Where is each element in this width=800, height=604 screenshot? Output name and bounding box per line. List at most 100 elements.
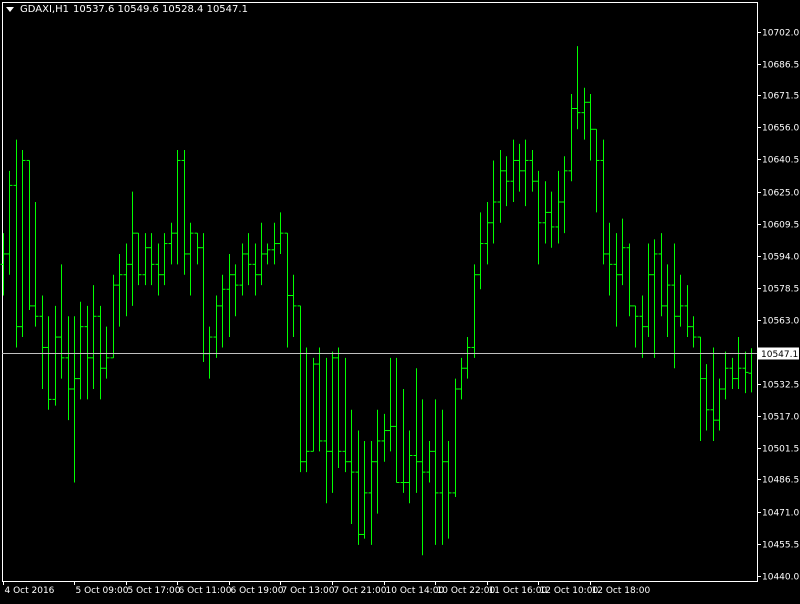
ohlc-bar bbox=[290, 274, 297, 338]
ohlc-bar bbox=[587, 93, 594, 161]
ohlc-bar bbox=[426, 440, 433, 483]
ohlc-bar bbox=[413, 368, 420, 493]
ohlc-bar bbox=[600, 139, 607, 265]
ohlc-bar bbox=[503, 156, 510, 207]
x-tick-label: 7 Oct 21:00 bbox=[334, 586, 387, 596]
ohlc-bar bbox=[245, 233, 252, 286]
price-axis[interactable]: 10702.0 10686.5 10671.5 10656.0 10640.5 10625… bbox=[757, 29, 799, 583]
ohlc-bar bbox=[284, 232, 291, 348]
ohlc-bar bbox=[542, 181, 549, 244]
x-tick-label: 12 Oct 10:00 bbox=[540, 586, 599, 596]
time-axis[interactable]: 4 Oct 2016 5 Oct 09:00 5 Oct 17:006 Oct 11… bbox=[3, 581, 651, 596]
ohlc-bar bbox=[142, 233, 149, 286]
ohlc-bar bbox=[239, 243, 246, 296]
ohlc-bar bbox=[477, 212, 484, 290]
ohlc-bar bbox=[219, 274, 226, 348]
y-tick-label: 10640.5 bbox=[762, 156, 799, 166]
x-tick-label: 5 Oct 17:00 bbox=[128, 586, 181, 596]
y-tick-label: 10455.5 bbox=[762, 541, 799, 551]
ohlc-bar bbox=[555, 170, 562, 244]
ohlc-bar bbox=[13, 139, 20, 348]
y-tick-label: 10486.5 bbox=[762, 476, 799, 486]
ohlc-bar bbox=[729, 357, 736, 389]
ohlc-bar bbox=[632, 305, 639, 348]
x-tick-label: 11 Oct 16:00 bbox=[489, 586, 548, 596]
ohlc-bar bbox=[71, 316, 78, 483]
ohlc-bar bbox=[684, 285, 691, 338]
ohlc-bar bbox=[90, 285, 97, 389]
current-price-box bbox=[758, 347, 799, 360]
y-tick-label: 10578.5 bbox=[762, 285, 799, 295]
ohlc-bar bbox=[181, 150, 188, 275]
ohlc-bar bbox=[168, 222, 175, 265]
ohlc-bar bbox=[303, 347, 310, 473]
ohlc-bar bbox=[458, 357, 465, 400]
y-tick-label: 10440.0 bbox=[762, 573, 799, 583]
x-tick-label: 10 Oct 22:00 bbox=[437, 586, 496, 596]
ohlc-bar bbox=[710, 347, 717, 441]
ohlc-bar bbox=[419, 399, 426, 556]
ohlc-bar bbox=[619, 218, 626, 286]
ohlc-bar bbox=[690, 316, 697, 348]
ohlc-bar bbox=[174, 150, 181, 265]
ohlc-bar bbox=[329, 351, 336, 493]
ohlc-bar bbox=[84, 305, 91, 400]
ohlc-bar bbox=[123, 243, 130, 317]
ohlc-bar bbox=[65, 316, 72, 421]
ohlc-bar bbox=[613, 233, 620, 327]
y-tick-label: 10671.5 bbox=[762, 92, 799, 102]
ohlc-bar bbox=[464, 337, 471, 379]
ohlc-bar bbox=[187, 222, 194, 296]
x-tick-label: 7 Oct 13:00 bbox=[282, 586, 335, 596]
ohlc-bar bbox=[226, 253, 233, 338]
plot-border bbox=[2, 2, 758, 582]
ohlc-bar bbox=[52, 305, 59, 406]
ohlc-bar bbox=[348, 409, 355, 525]
ohlc-bar bbox=[535, 170, 542, 265]
ohlc-bar bbox=[522, 139, 529, 207]
x-tick-label: 6 Oct 11:00 bbox=[179, 586, 232, 596]
ohlc-bar bbox=[651, 239, 658, 358]
ohlc-bar bbox=[335, 347, 342, 468]
ohlc-bar bbox=[206, 326, 213, 379]
ohlc-bar bbox=[639, 295, 646, 358]
ohlc-bar bbox=[258, 222, 265, 286]
y-tick-label: 10609.5 bbox=[762, 221, 799, 231]
x-tick-label: 12 Oct 18:00 bbox=[592, 586, 651, 596]
ohlc-bar bbox=[722, 351, 729, 400]
ohlc-bar bbox=[32, 202, 39, 327]
ohlc-bar bbox=[77, 301, 84, 400]
ohlc-bar bbox=[252, 243, 259, 296]
ohlc-bar bbox=[574, 46, 581, 130]
ohlc-bar bbox=[374, 409, 381, 514]
x-tick-label: 4 Oct 2016 bbox=[5, 586, 55, 596]
ohlc-bar bbox=[439, 409, 446, 545]
ohlc-bar bbox=[361, 440, 368, 539]
ohlc-bar bbox=[161, 233, 168, 286]
ohlc-bar bbox=[45, 316, 52, 410]
ohlc-bar bbox=[400, 389, 407, 493]
ohlc-bar bbox=[561, 156, 568, 234]
ohlc-bar bbox=[703, 364, 710, 431]
y-tick-label: 10517.0 bbox=[762, 413, 799, 423]
ohlc-bar bbox=[516, 143, 523, 192]
ohlc-bar bbox=[452, 378, 459, 498]
ohlc-bar bbox=[697, 336, 704, 441]
y-tick-label: 10686.5 bbox=[762, 61, 799, 71]
ohlc-bar bbox=[58, 264, 65, 379]
x-tick-label: 6 Oct 19:00 bbox=[231, 586, 284, 596]
plot-frame bbox=[2, 2, 758, 582]
ohlc-bar bbox=[471, 264, 478, 358]
ohlc-bar bbox=[6, 170, 13, 275]
ohlc-readout: 10537.6 10549.6 10528.4 10547.1 bbox=[72, 4, 248, 15]
ohlc-bar bbox=[232, 264, 239, 317]
y-tick-label: 10702.0 bbox=[762, 29, 799, 39]
ohlc-bar bbox=[264, 243, 271, 265]
ohlc-bar bbox=[316, 347, 323, 452]
chevron-down-icon[interactable] bbox=[6, 7, 14, 12]
symbol-label: GDAXI,H1 bbox=[20, 4, 69, 15]
ohlc-bar bbox=[510, 139, 517, 202]
ohlc-bar bbox=[103, 326, 110, 379]
